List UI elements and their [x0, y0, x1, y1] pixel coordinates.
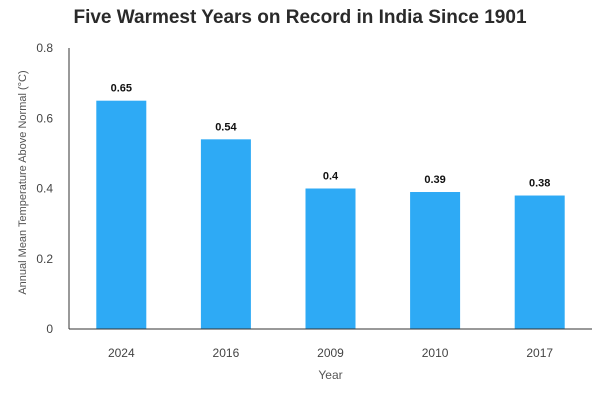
x-tick-label: 2009	[317, 346, 344, 360]
x-tick-label: 2024	[108, 346, 135, 360]
y-tick-label: 0.6	[36, 111, 53, 125]
y-tick-label: 0	[46, 322, 53, 336]
data-label: 0.65	[111, 83, 132, 95]
data-label: 0.54	[215, 121, 237, 133]
y-tick-label: 0.4	[36, 182, 53, 196]
y-axis-title: Annual Mean Temperature Above Normal (°C…	[17, 70, 29, 294]
bar	[514, 195, 565, 329]
bar	[305, 188, 356, 329]
bar	[200, 139, 251, 329]
x-axis-title: Year	[318, 368, 342, 382]
chart-title: Five Warmest Years on Record in India Si…	[73, 7, 527, 28]
x-axis: 2024 2016 2009 2010 2017	[69, 328, 592, 360]
bar	[96, 100, 147, 329]
y-axis: 0 0.2 0.4 0.6 0.8	[36, 41, 70, 336]
data-label: 0.38	[529, 178, 550, 190]
y-tick-label: 0.2	[36, 252, 53, 266]
data-label: 0.39	[424, 174, 445, 186]
bars: 0.65 0.54 0.4 0.39 0.38	[96, 83, 565, 329]
x-tick-label: 2017	[526, 346, 553, 360]
bar	[410, 192, 461, 329]
x-tick-label: 2016	[213, 346, 240, 360]
data-label: 0.4	[323, 171, 339, 183]
x-tick-label: 2010	[422, 346, 449, 360]
y-tick-label: 0.8	[36, 41, 53, 55]
